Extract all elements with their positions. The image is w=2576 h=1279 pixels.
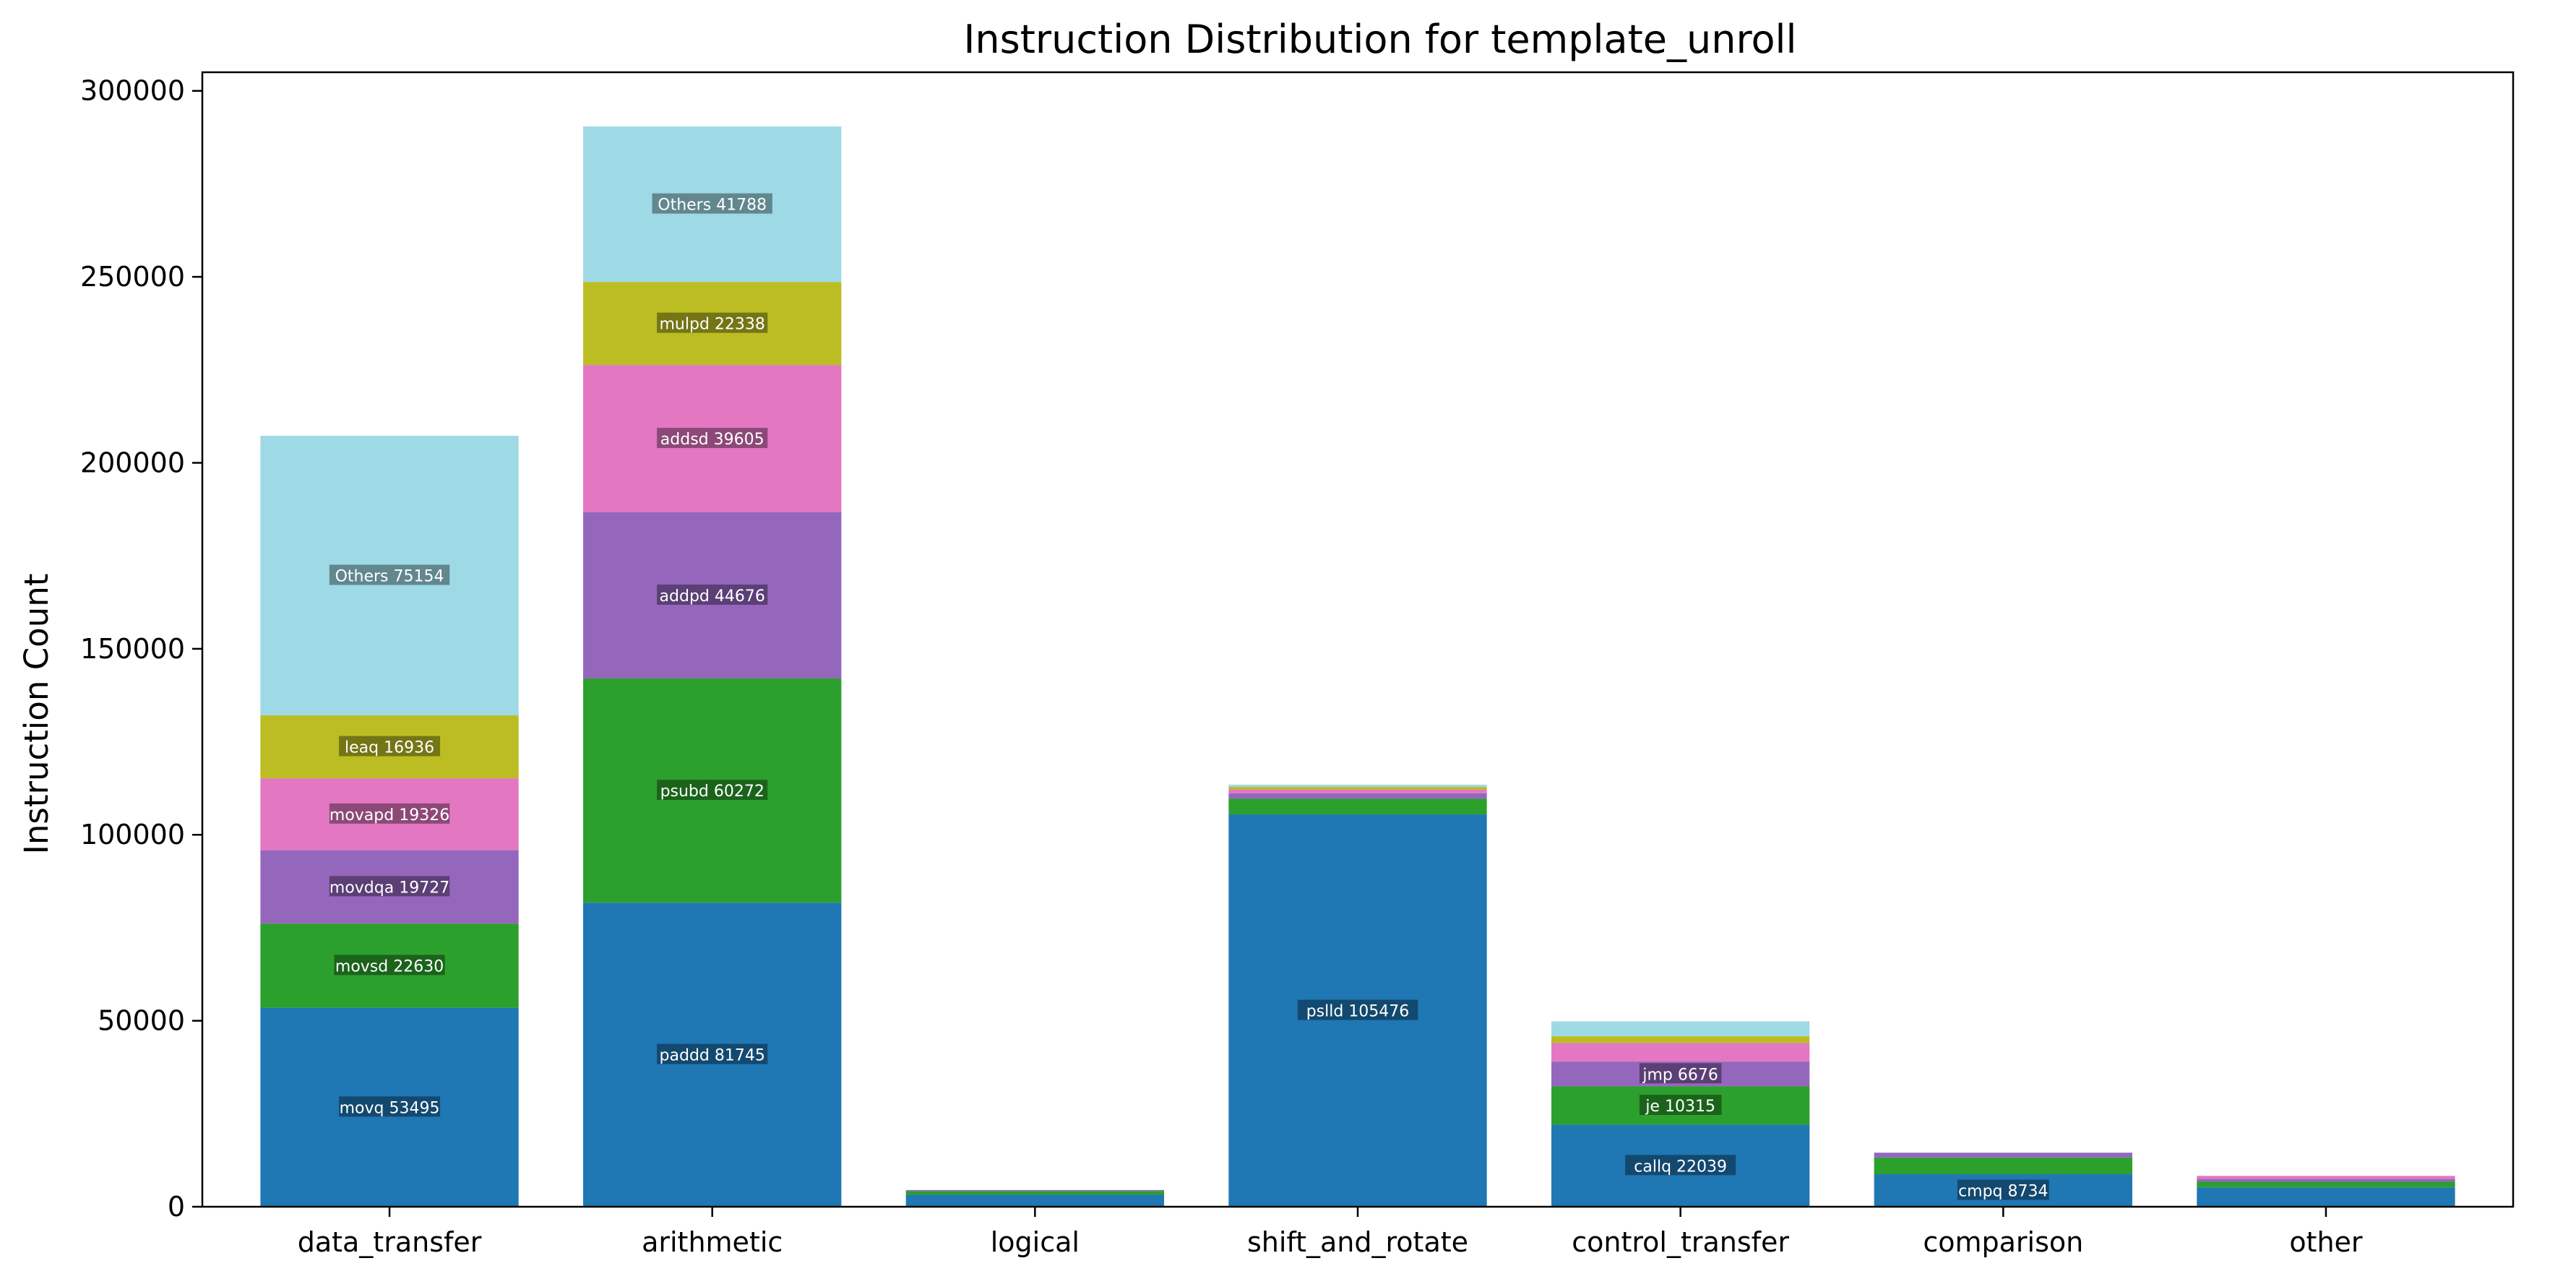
bar-segment — [905, 1194, 1165, 1207]
bar-segment-label-bg — [1297, 999, 1418, 1020]
bar-segment-label-bg — [334, 955, 445, 976]
y-axis-label: Instruction Count — [17, 574, 56, 855]
bar-segment — [1228, 814, 1487, 1207]
bar-segment-label: jmp 6676 — [1642, 1066, 1718, 1084]
bar-segment — [1228, 789, 1487, 793]
bars-layer: movq 53495 movsd 22630 movdqa 19727 movapd … — [260, 126, 2455, 1207]
bar-segment — [905, 1191, 1165, 1195]
chart-title: Instruction Distribution for template_un… — [963, 17, 1796, 62]
bar-segment — [1874, 1153, 2132, 1158]
x-tick-label: control_transfer — [1572, 1226, 1789, 1258]
bar-segment — [583, 678, 842, 903]
bar-segment-label-bg — [1957, 1179, 2049, 1200]
bar-segment-label-bg — [657, 1043, 768, 1064]
bar-segment — [1551, 1043, 1810, 1062]
bar-segment-label-bg — [657, 428, 768, 449]
bar-segment-label-bg — [1639, 1063, 1722, 1084]
bar-segment-label-bg — [657, 584, 768, 605]
y-tick-label: 300000 — [80, 75, 185, 107]
bar-segment-label-bg — [657, 780, 768, 801]
bar-segment — [1228, 786, 1487, 790]
y-tick-label: 150000 — [80, 633, 185, 665]
bar-segment — [2197, 1176, 2455, 1179]
bar-segment — [260, 778, 519, 850]
x-tick-label: comparison — [1923, 1226, 2083, 1258]
y-tick-label: 100000 — [80, 819, 185, 850]
x-tick-label: other — [2289, 1226, 2363, 1258]
bar-segment-label: mulpd 22338 — [660, 316, 765, 334]
bar-segment-label-bg — [329, 876, 450, 897]
bar-segment-label: addpd 44676 — [660, 587, 765, 606]
x-tick-label: shift_and_rotate — [1247, 1226, 1468, 1258]
bar-segment-label: Others 41788 — [658, 197, 767, 215]
bar-segment — [583, 126, 842, 283]
bar-segment-label-bg — [339, 1096, 441, 1117]
bar-segment-label: movdqa 19727 — [329, 879, 449, 897]
y-axis: 0 50000 100000 150000 200000 250000 300000 — [80, 75, 202, 1223]
plot-frame — [201, 71, 2515, 1208]
bar-segment — [1228, 798, 1487, 815]
bar-segment — [260, 923, 519, 1008]
y-tick-label: 250000 — [80, 261, 185, 293]
bar-segment-label: paddd 81745 — [660, 1047, 765, 1065]
bar-segment — [1874, 1157, 2132, 1175]
bar-segment-label: je 10315 — [1645, 1098, 1715, 1116]
bar-segment — [1551, 1124, 1810, 1207]
bar-segment-label: callq 22039 — [1634, 1158, 1727, 1176]
bar-segment-label-bg — [339, 736, 441, 757]
bar-segment-label-bg — [652, 193, 772, 214]
bar-segment — [2197, 1181, 2455, 1188]
bar-segment-label: pslld 105476 — [1306, 1003, 1410, 1021]
bar-segment — [2197, 1187, 2455, 1207]
y-tick-label: 50000 — [98, 1005, 185, 1037]
bar-segment-label: movq 53495 — [340, 1099, 440, 1117]
bar-segment — [260, 715, 519, 779]
bar-segment-label: movsd 22630 — [335, 957, 444, 976]
bar-segment — [1874, 1174, 2132, 1207]
x-tick-label: arithmetic — [642, 1226, 783, 1258]
bar-segment — [2197, 1179, 2455, 1182]
bar-segment — [260, 1007, 519, 1207]
bar-segment — [1551, 1061, 1810, 1087]
bar-segment — [583, 282, 842, 366]
bar-segment — [1551, 1036, 1810, 1043]
bar-segment-label-bg — [657, 312, 768, 333]
bar-segment-label-bg — [1639, 1095, 1722, 1116]
bar-segment — [260, 850, 519, 924]
bar-segment — [583, 903, 842, 1207]
y-tick-label: 0 — [168, 1191, 185, 1223]
x-tick-label: logical — [991, 1226, 1080, 1258]
bar-segment-label: cmpq 8734 — [1958, 1183, 2048, 1201]
y-tick-label: 200000 — [80, 447, 185, 478]
bar-segment-label: psubd 60272 — [660, 783, 764, 801]
bar-segment-label-bg — [1625, 1155, 1736, 1176]
bar-segment-label-bg — [329, 803, 450, 824]
bar-segment — [1228, 793, 1487, 799]
bar-segment-label: leaq 16936 — [345, 739, 434, 757]
bar-segment — [1228, 784, 1487, 787]
bar-segment — [1551, 1021, 1810, 1037]
x-tick-label: data_transfer — [298, 1226, 482, 1258]
bar-segment — [1551, 1086, 1810, 1125]
bar-segment-label: movapd 19326 — [329, 806, 449, 824]
bar-segment-label: Others 75154 — [335, 568, 444, 586]
bar-segment-label: addsd 39605 — [660, 431, 764, 449]
bar-segment — [583, 365, 842, 512]
x-axis: data_transfer arithmetic logical shift_and_… — [298, 1207, 2363, 1258]
bar-segment — [260, 436, 519, 715]
bar-segment-label-bg — [329, 564, 450, 585]
bar-segment — [905, 1189, 1165, 1192]
bar-segment — [583, 512, 842, 679]
